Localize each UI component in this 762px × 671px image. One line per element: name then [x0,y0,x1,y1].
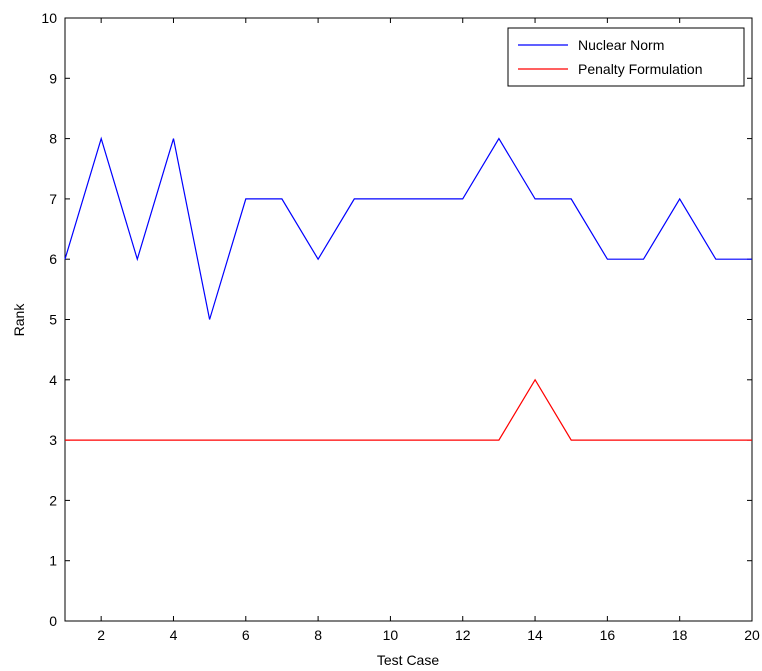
x-tick-label: 20 [744,627,760,643]
y-tick-label: 3 [49,432,57,448]
y-tick-label: 10 [41,10,57,26]
x-tick-label: 16 [600,627,616,643]
y-tick-label: 5 [49,312,57,328]
y-tick-label: 7 [49,191,57,207]
y-tick-label: 9 [49,70,57,86]
x-tick-label: 10 [383,627,399,643]
series-lines [64,136,752,441]
y-axis-title: Rank [11,303,27,337]
legend-box [507,27,745,87]
x-tick-label: 2 [97,627,105,643]
series-line-nuclear-norm [64,136,752,320]
x-tick-label: 4 [170,627,178,643]
x-tick-label: 14 [527,627,543,643]
x-axis-title: Test Case [377,652,439,668]
y-tick-label: 2 [49,492,57,508]
x-tick-label: 8 [314,627,322,643]
y-tick-label: 0 [49,613,57,629]
legend-label: Nuclear Norm [578,37,664,53]
y-tick-label: 6 [49,251,57,267]
x-tick-label: 18 [672,627,688,643]
series-line-penalty-formulation [65,378,752,441]
y-tick-label: 1 [49,553,57,569]
x-tick-label: 12 [455,627,471,643]
legend: Nuclear Norm Penalty Formulation [507,27,745,87]
plot-area [64,17,753,622]
y-tick-label: 4 [49,372,57,388]
x-tick-label: 6 [242,627,250,643]
y-tick-label: 8 [49,131,57,147]
legend-label: Penalty Formulation [578,61,703,77]
